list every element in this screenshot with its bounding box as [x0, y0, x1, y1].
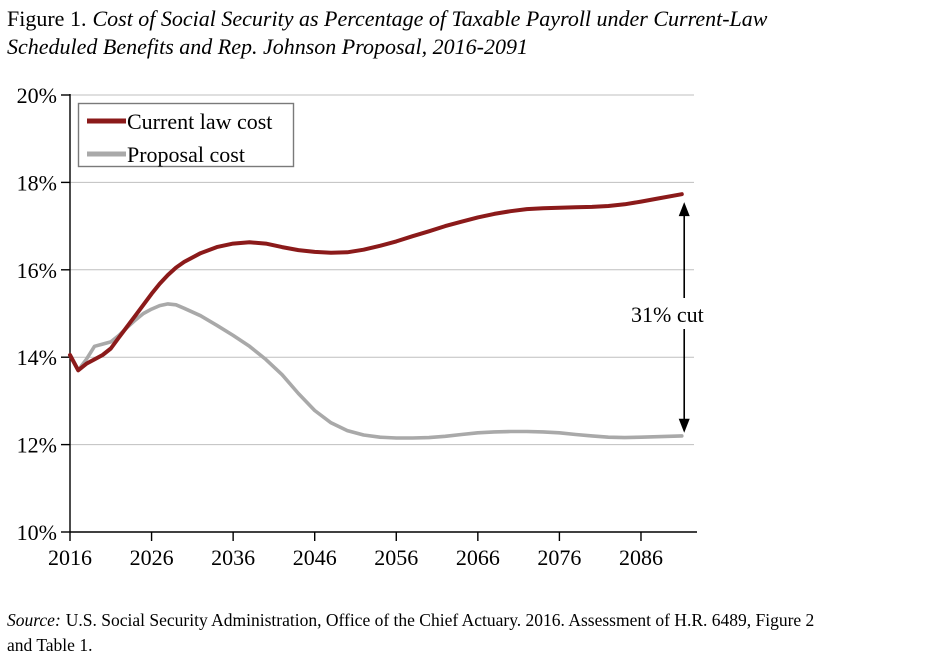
y-tick-label-14%: 14%: [17, 345, 57, 370]
y-axis-tick-labels: 20% 18% 16% 14% 12% 10%: [17, 83, 57, 545]
series-line-current-law-cost: [68, 192, 684, 373]
figure-number: Figure 1.: [7, 6, 87, 31]
x-tick-label-2066: 2066: [456, 545, 500, 570]
legend-label-proposal: Proposal cost: [127, 142, 245, 167]
cut-arrow-head-top: [678, 202, 690, 217]
legend-label-current-law: Current law cost: [127, 109, 272, 134]
series-line-proposal-cost: [68, 302, 684, 440]
legend: Current law cost Proposal cost: [77, 102, 295, 168]
y-tick-label-20%: 20%: [17, 83, 57, 108]
source-line1: U.S. Social Security Administration, Off…: [65, 610, 815, 630]
series-lines: [68, 192, 684, 440]
x-axis-tick-labels: 2016 2026 2036 2046 2056 2066 2076 2086: [48, 545, 663, 570]
axes: [61, 94, 697, 541]
cut-arrow-head-bottom: [678, 418, 690, 433]
annotation-label: 31% cut: [631, 302, 704, 327]
x-tick-label-2036: 2036: [211, 545, 255, 570]
figure-title-line2: Scheduled Benefits and Rep. Johnson Prop…: [7, 34, 528, 59]
annotation-31-percent-cut: 31% cut: [627, 202, 721, 433]
figure-title-line1: Cost of Social Security as Percentage of…: [92, 6, 768, 31]
x-tick-label-2046: 2046: [293, 545, 337, 570]
annotation-label-background: [627, 298, 721, 329]
y-tick-label-16%: 16%: [17, 258, 57, 283]
x-tick-label-2056: 2056: [374, 545, 418, 570]
x-tick-label-2016: 2016: [48, 545, 92, 570]
x-tick-label-2076: 2076: [537, 545, 581, 570]
source-prefix: Source:: [7, 610, 61, 630]
figure-title: Figure 1. Cost of Social Security as Perc…: [7, 5, 912, 61]
y-tick-label-12%: 12%: [17, 433, 57, 458]
source-note: Source: U.S. Social Security Administrati…: [7, 608, 932, 658]
source-line2: and Table 1.: [7, 635, 93, 655]
y-tick-label-10%: 10%: [17, 520, 57, 545]
y-tick-label-18%: 18%: [17, 170, 57, 195]
x-tick-label-2026: 2026: [130, 545, 174, 570]
x-tick-label-2086: 2086: [619, 545, 663, 570]
